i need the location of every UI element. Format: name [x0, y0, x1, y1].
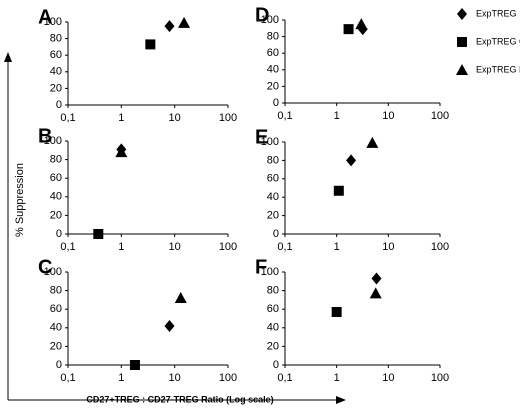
- marker-diamond: [346, 154, 357, 167]
- x-tick-label: 10: [382, 110, 394, 122]
- y-tick-label: 0: [56, 99, 62, 111]
- marker-triangle: [355, 18, 368, 30]
- y-tick-label: 60: [267, 303, 279, 315]
- y-tick-label: 60: [50, 172, 62, 184]
- x-tick-label: 0,1: [277, 241, 292, 253]
- y-tick-label: 60: [267, 173, 279, 185]
- y-tick-label: 100: [261, 14, 279, 26]
- x-tick-label: 1: [334, 241, 340, 253]
- y-tick-label: 100: [44, 266, 62, 278]
- y-tick-label: 100: [261, 266, 279, 278]
- panel-letter: D: [255, 4, 269, 26]
- y-tick-label: 100: [261, 136, 279, 148]
- y-tick-label: 20: [267, 80, 279, 92]
- legend-marker: [457, 37, 467, 47]
- marker-square: [333, 185, 344, 196]
- marker-triangle: [115, 146, 128, 158]
- y-tick-label: 60: [50, 49, 62, 61]
- y-tick-label: 80: [50, 285, 62, 297]
- y-tick-label: 20: [50, 209, 62, 221]
- marker-triangle: [366, 136, 379, 148]
- legend-label: ExpTREG Rapamycin: [476, 64, 520, 74]
- y-tick-label: 100: [44, 135, 62, 147]
- y-tick-label: 80: [267, 285, 279, 297]
- x-tick-label: 10: [169, 112, 181, 124]
- marker-triangle: [369, 287, 382, 299]
- panel-letter: B: [38, 125, 52, 147]
- x-tick-label: 0,1: [277, 372, 292, 384]
- x-arrow-head: [336, 396, 346, 404]
- x-axis-label: CD27+TREG : CD27-TREG Ratio (Log scale): [86, 394, 273, 404]
- y-tick-label: 40: [50, 191, 62, 203]
- y-tick-label: 20: [50, 82, 62, 94]
- marker-square: [145, 39, 156, 50]
- marker-triangle: [174, 292, 187, 304]
- marker-diamond: [164, 20, 175, 33]
- x-tick-label: 1: [334, 372, 340, 384]
- y-tick-label: 100: [44, 16, 62, 28]
- y-tick-label: 20: [50, 340, 62, 352]
- panel-letter: A: [38, 6, 52, 28]
- marker-square: [343, 24, 354, 35]
- y-tick-label: 60: [50, 303, 62, 315]
- y-tick-label: 40: [267, 191, 279, 203]
- legend-marker: [456, 64, 468, 75]
- x-tick-label: 1: [118, 372, 124, 384]
- y-tick-label: 20: [267, 210, 279, 222]
- y-tick-label: 0: [56, 359, 62, 371]
- x-tick-label: 0,1: [60, 372, 75, 384]
- x-tick-label: 100: [431, 110, 449, 122]
- y-tick-label: 80: [267, 154, 279, 166]
- y-tick-label: 0: [273, 228, 279, 240]
- marker-diamond: [164, 319, 175, 332]
- y-tick-label: 0: [56, 228, 62, 240]
- legend-label: ExpTREG CsA: [476, 36, 520, 46]
- y-tick-label: 40: [267, 64, 279, 76]
- y-tick-label: 40: [267, 322, 279, 334]
- legend-label: ExpTREG: [476, 8, 517, 18]
- marker-square: [93, 229, 104, 239]
- x-tick-label: 100: [219, 241, 237, 253]
- legend-marker: [457, 8, 467, 20]
- panel-letter: F: [255, 256, 267, 278]
- marker-square: [129, 360, 140, 370]
- x-tick-label: 0,1: [60, 112, 75, 124]
- panel-letter: C: [38, 256, 52, 278]
- x-tick-label: 10: [169, 372, 181, 384]
- y-tick-label: 40: [50, 66, 62, 78]
- x-tick-label: 1: [118, 241, 124, 253]
- x-tick-label: 100: [219, 372, 237, 384]
- y-tick-label: 80: [267, 31, 279, 43]
- y-tick-label: 0: [273, 359, 279, 371]
- y-tick-label: 60: [267, 47, 279, 59]
- x-tick-label: 10: [382, 241, 394, 253]
- panel-letter: E: [255, 126, 268, 148]
- x-tick-label: 1: [334, 110, 340, 122]
- y-tick-label: 20: [267, 340, 279, 352]
- marker-triangle: [178, 16, 191, 28]
- x-tick-label: 1: [118, 112, 124, 124]
- x-tick-label: 100: [431, 372, 449, 384]
- x-tick-label: 10: [169, 241, 181, 253]
- y-tick-label: 0: [273, 97, 279, 109]
- y-arrow-head: [4, 52, 12, 62]
- x-tick-label: 0,1: [60, 241, 75, 253]
- marker-diamond: [371, 272, 382, 285]
- y-tick-label: 40: [50, 322, 62, 334]
- x-tick-label: 100: [219, 112, 237, 124]
- y-tick-label: 80: [50, 33, 62, 45]
- marker-square: [331, 306, 342, 317]
- y-tick-label: 80: [50, 154, 62, 166]
- x-tick-label: 10: [382, 372, 394, 384]
- y-axis-label: % Suppression: [14, 163, 26, 237]
- x-tick-label: 0,1: [277, 110, 292, 122]
- x-tick-label: 100: [431, 241, 449, 253]
